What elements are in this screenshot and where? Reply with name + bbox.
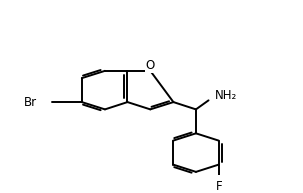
Text: O: O [146, 59, 155, 72]
Text: Br: Br [24, 96, 37, 109]
Text: NH₂: NH₂ [215, 89, 237, 102]
Text: F: F [215, 180, 222, 193]
